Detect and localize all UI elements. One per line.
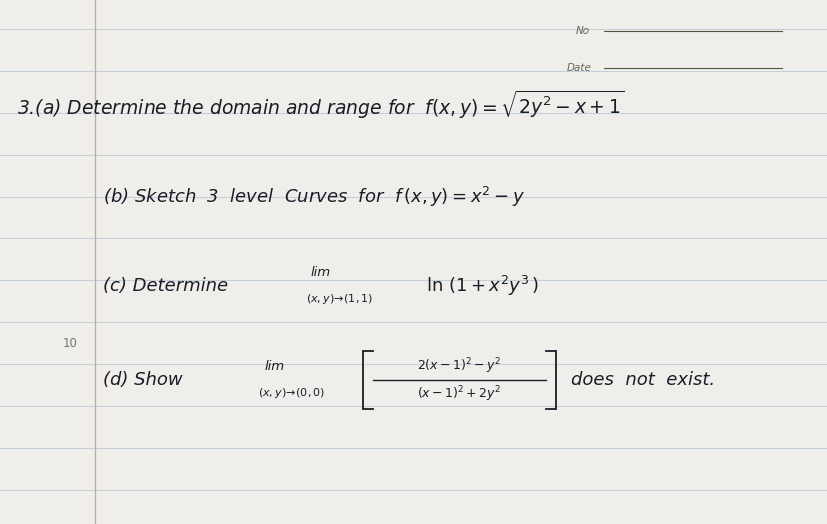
- Text: does  not  exist.: does not exist.: [571, 371, 715, 389]
- Text: Date: Date: [566, 63, 591, 73]
- Text: lim: lim: [265, 361, 284, 373]
- Text: (d) Show: (d) Show: [103, 371, 183, 389]
- Text: $2(x-1)^2 - y^2$: $2(x-1)^2 - y^2$: [417, 356, 501, 376]
- Text: 10: 10: [63, 337, 78, 350]
- Text: $(x-1)^2 + 2y^2$: $(x-1)^2 + 2y^2$: [417, 384, 501, 403]
- Text: lim: lim: [310, 266, 330, 279]
- Text: No: No: [575, 26, 589, 37]
- Text: $(x,y)\!\to\!(1,1)$: $(x,y)\!\to\!(1,1)$: [306, 292, 373, 305]
- Text: 3.(a) Determine the domain and range for  $f(x,y) = \sqrt{2y^2 - x + 1}$: 3.(a) Determine the domain and range for…: [17, 89, 624, 121]
- Text: $\ln\,(1 + x^2 y^3\,)$: $\ln\,(1 + x^2 y^3\,)$: [426, 274, 539, 298]
- Text: (c) Determine: (c) Determine: [103, 277, 228, 294]
- Text: $(x,y)\!\to\!(0,0)$: $(x,y)\!\to\!(0,0)$: [258, 386, 325, 400]
- Text: (b) Sketch  3  level  Curves  for  $f\,(x,y) = x^2 - y$: (b) Sketch 3 level Curves for $f\,(x,y) …: [103, 184, 525, 209]
